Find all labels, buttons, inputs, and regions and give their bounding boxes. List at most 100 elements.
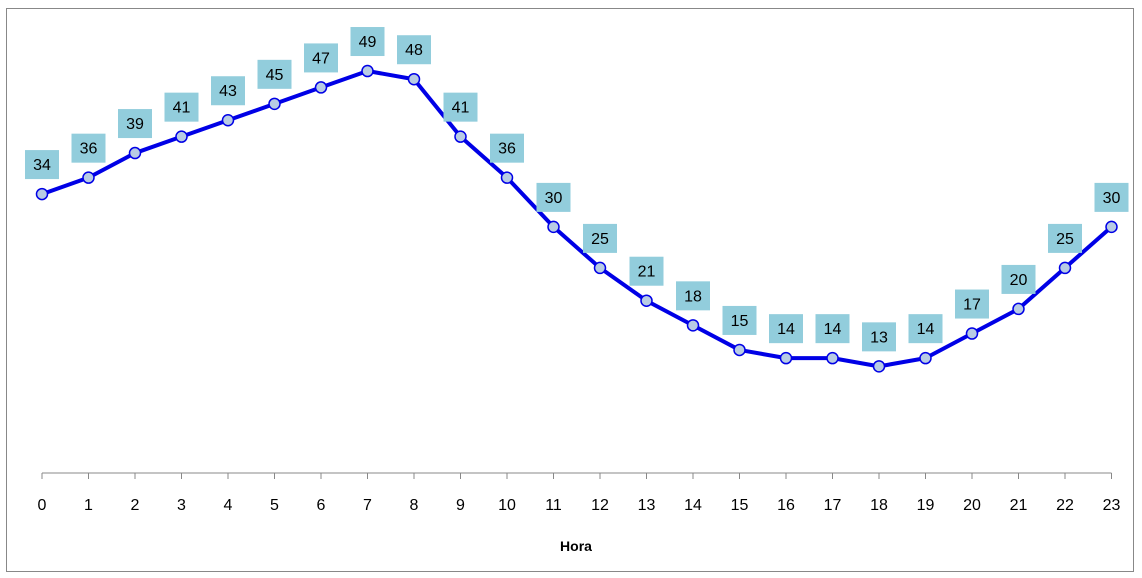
x-axis-title: Hora xyxy=(560,538,592,554)
data-point xyxy=(1105,220,1118,234)
data-label-text: 34 xyxy=(33,157,51,174)
data-label-box xyxy=(25,150,59,180)
data-label: 30 xyxy=(536,182,571,212)
data-point xyxy=(314,81,328,94)
data-label-layer: 34 36 39 41 43 45 47 49 48 41 36 30 25 21 18 15 14 14 13 14… xyxy=(25,27,1129,352)
data-point xyxy=(640,294,653,307)
data-label: 20 xyxy=(1001,264,1036,294)
data-label-text: 47 xyxy=(312,50,330,67)
data-label-text: 36 xyxy=(80,141,98,158)
data-label-text: 43 xyxy=(219,83,237,100)
data-label: 30 xyxy=(1094,182,1129,212)
x-tick-label: 4 xyxy=(224,497,233,514)
x-tick-label: 16 xyxy=(777,497,795,514)
data-label: 36 xyxy=(71,133,106,163)
data-point xyxy=(872,360,886,373)
series-line xyxy=(40,69,1114,369)
data-point xyxy=(1012,302,1025,316)
data-point xyxy=(919,351,932,365)
data-label-box xyxy=(257,59,292,89)
data-label: 14 xyxy=(769,314,803,344)
data-label: 25 xyxy=(1048,223,1082,253)
data-label-box xyxy=(629,256,664,286)
x-axis: 0 1 2 3 4 5 6 7 8 9 10 11 12 13 14 15 16 17 18 19 20 21 22 23 xyxy=(38,472,1121,514)
data-label-text: 25 xyxy=(1056,231,1074,248)
data-point xyxy=(547,220,560,234)
data-label: 45 xyxy=(257,59,292,89)
data-label-text: 41 xyxy=(173,100,191,117)
data-label-text: 25 xyxy=(591,231,609,248)
data-label-text: 20 xyxy=(1010,272,1028,289)
data-label-box xyxy=(71,133,106,163)
data-label: 13 xyxy=(862,322,896,352)
x-tick-label: 15 xyxy=(731,497,749,514)
data-label-text: 15 xyxy=(731,313,749,330)
data-label: 14 xyxy=(908,314,943,344)
data-label-text: 48 xyxy=(405,42,423,59)
data-point xyxy=(361,64,374,78)
data-label: 34 xyxy=(25,150,59,180)
x-tick-label: 14 xyxy=(684,497,702,514)
data-label: 14 xyxy=(815,314,850,344)
data-label-text: 14 xyxy=(777,321,795,338)
data-label: 49 xyxy=(350,27,385,57)
x-tick-label: 3 xyxy=(177,497,186,514)
data-label: 47 xyxy=(304,43,338,73)
data-label-box xyxy=(815,314,850,344)
x-tick-label: 21 xyxy=(1010,497,1028,514)
data-point xyxy=(593,261,607,275)
data-label-box xyxy=(676,281,710,311)
data-point xyxy=(1058,261,1072,275)
data-label: 15 xyxy=(722,305,757,335)
data-point xyxy=(500,171,514,184)
data-label-box xyxy=(862,322,896,352)
data-point xyxy=(779,351,793,365)
x-tick-label: 6 xyxy=(317,497,326,514)
x-tick-label: 9 xyxy=(456,497,465,514)
x-tick-label: 12 xyxy=(591,497,609,514)
data-label-box xyxy=(490,133,524,163)
x-tick-label: 20 xyxy=(963,497,981,514)
x-tick-label: 2 xyxy=(131,497,140,514)
data-label-text: 17 xyxy=(963,297,981,314)
data-label-text: 30 xyxy=(545,190,563,207)
data-label: 18 xyxy=(676,281,710,311)
data-label-box xyxy=(164,92,199,122)
data-label-box xyxy=(722,305,757,335)
x-tick-label: 23 xyxy=(1103,497,1121,514)
x-tick-label: 11 xyxy=(545,497,562,514)
data-label: 21 xyxy=(629,256,664,286)
marker-layer xyxy=(35,64,1118,373)
x-tick-label: 1 xyxy=(84,497,93,514)
data-label-text: 45 xyxy=(266,67,284,84)
data-label-box xyxy=(1001,264,1036,294)
data-point xyxy=(454,130,467,143)
data-point xyxy=(82,171,95,184)
data-label-text: 14 xyxy=(824,321,842,338)
x-tick-label: 13 xyxy=(638,497,656,514)
data-point xyxy=(128,146,142,160)
data-label-box xyxy=(211,76,245,106)
data-label-box xyxy=(304,43,338,73)
x-tick-label: 8 xyxy=(410,497,419,514)
data-point xyxy=(965,327,979,340)
x-tick-label: 18 xyxy=(870,497,888,514)
data-label-box xyxy=(443,92,478,122)
data-label-text: 14 xyxy=(917,321,935,338)
x-tick-label: 5 xyxy=(270,497,279,514)
data-label: 41 xyxy=(443,92,478,122)
x-tick-label: 7 xyxy=(363,497,372,514)
data-label: 17 xyxy=(955,289,989,319)
series-line-layer xyxy=(40,69,1114,369)
data-point xyxy=(268,97,281,111)
data-label-text: 21 xyxy=(638,264,656,281)
data-label-box xyxy=(397,35,431,65)
data-label: 25 xyxy=(583,223,617,253)
data-label-box xyxy=(955,289,989,319)
data-label-text: 41 xyxy=(452,100,470,117)
data-label-box xyxy=(118,109,152,139)
data-point xyxy=(175,130,188,143)
x-tick-label: 17 xyxy=(824,497,842,514)
data-label-box xyxy=(1094,182,1129,212)
